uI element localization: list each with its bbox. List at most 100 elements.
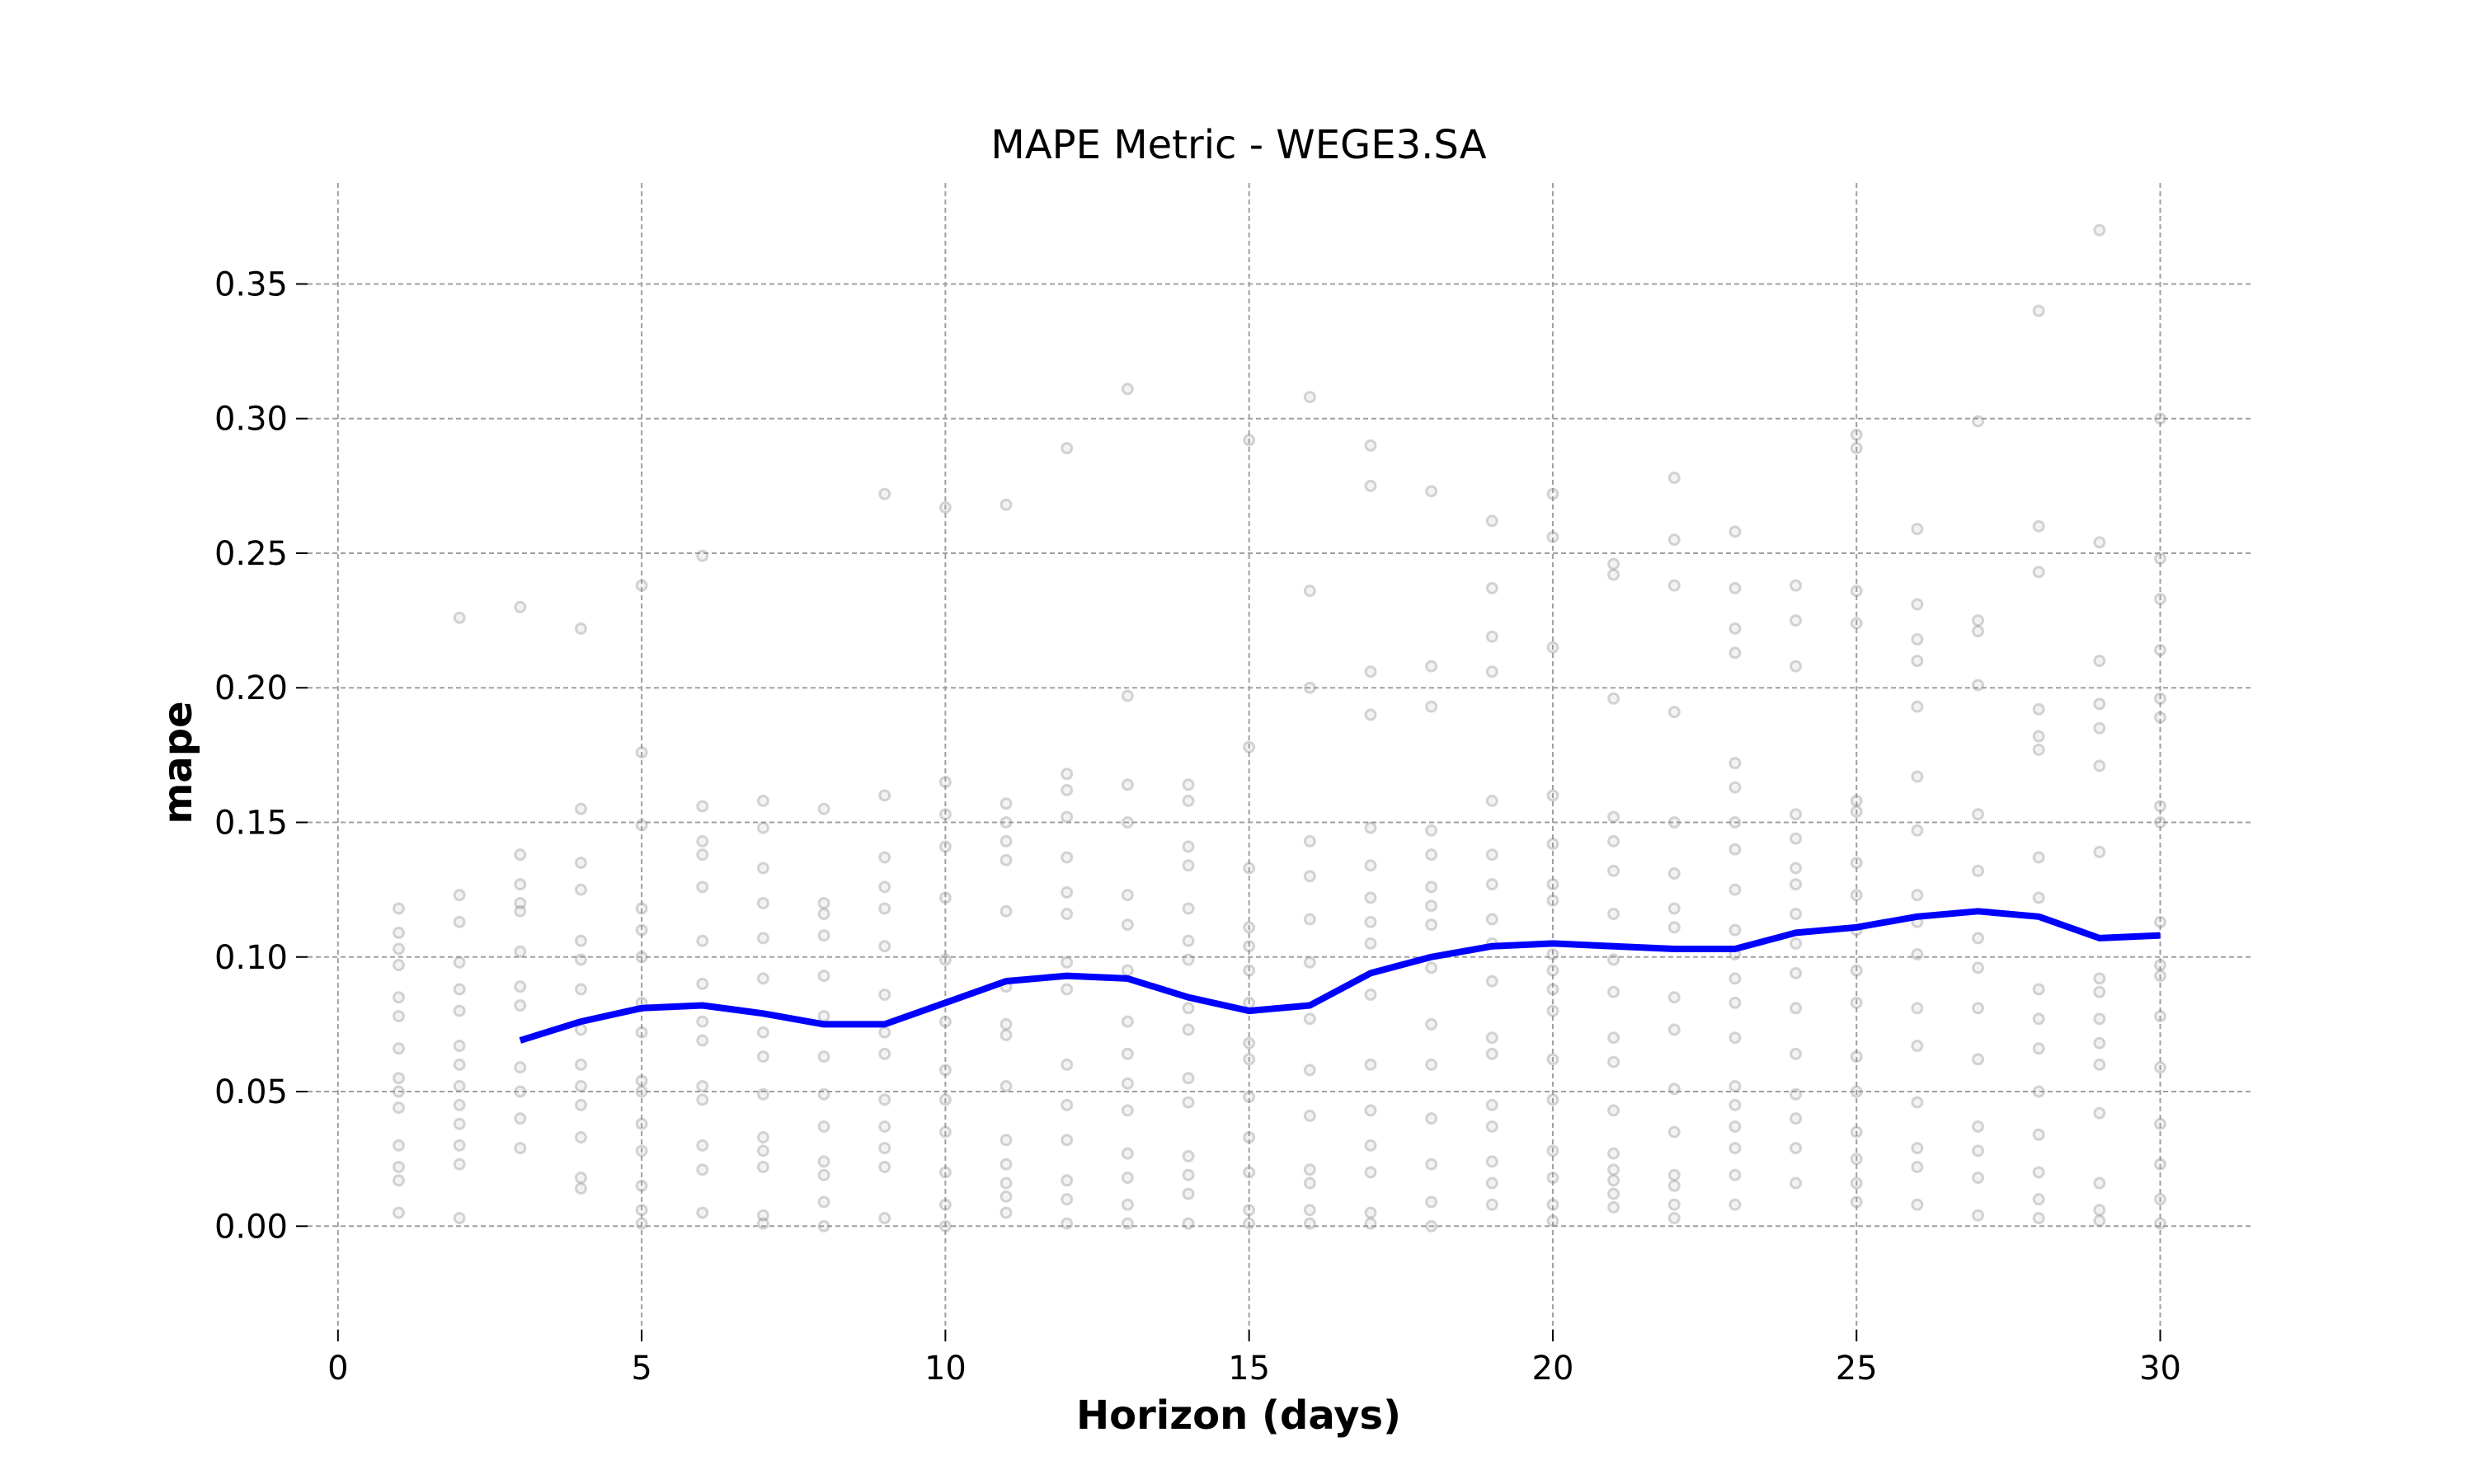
scatter-point (2093, 1106, 2106, 1120)
scatter-point (2154, 1193, 2167, 1206)
scatter-point (1364, 1166, 1377, 1179)
scatter-point (1911, 1002, 1924, 1015)
scatter-point (2154, 592, 2167, 605)
scatter-point (1364, 891, 1377, 904)
scatter-point (1425, 1195, 1438, 1209)
scatter-point (1607, 864, 1620, 877)
scatter-point (1972, 1172, 1985, 1185)
scatter-point (2093, 697, 2106, 711)
scatter-point (1485, 794, 1498, 807)
scatter-point (1425, 485, 1438, 498)
scatter-point (2093, 655, 2106, 668)
scatter-point (453, 611, 466, 624)
scatter-point (1121, 778, 1134, 791)
scatter-point (1061, 983, 1074, 996)
scatter-point (2154, 412, 2167, 425)
y-axis-label: mape (155, 701, 201, 824)
x-tick-label: 30 (2139, 1350, 2181, 1388)
scatter-point (574, 1131, 587, 1144)
scatter-point (878, 902, 891, 915)
scatter-point (2032, 304, 2045, 317)
scatter-point (2032, 730, 2045, 743)
scatter-point (1972, 864, 1985, 877)
scatter-point (1485, 1098, 1498, 1111)
scatter-point (574, 622, 587, 635)
scatter-point (514, 945, 527, 958)
scatter-point (817, 1195, 830, 1209)
scatter-point (1790, 878, 1803, 891)
scatter-point (1729, 581, 1742, 594)
scatter-point (453, 1004, 466, 1017)
scatter-point (1364, 915, 1377, 928)
scatter-point (2093, 845, 2106, 858)
scatter-point (817, 802, 830, 815)
scatter-point (1667, 1198, 1681, 1211)
scatter-point (696, 1139, 709, 1152)
scatter-point (1911, 889, 1924, 902)
scatter-point (938, 808, 952, 821)
scatter-point (1667, 1023, 1681, 1036)
scatter-point (817, 896, 830, 909)
scatter-point (1546, 1004, 1559, 1017)
scatter-point (1364, 1139, 1377, 1152)
scatter-point (1121, 1047, 1134, 1060)
scatter-point (1607, 568, 1620, 581)
scatter-point (817, 929, 830, 942)
scatter-point (756, 1131, 769, 1144)
scatter-point (1182, 953, 1195, 966)
scatter-point (1729, 815, 1742, 829)
scatter-point (1850, 964, 1863, 977)
x-axis-label: Horizon (days) (1076, 1392, 1401, 1439)
x-tick-label: 25 (1836, 1350, 1878, 1388)
scatter-point (1607, 1104, 1620, 1117)
scatter-point (1243, 434, 1256, 447)
scatter-point (1972, 625, 1985, 638)
scatter-point (2032, 1211, 2045, 1224)
x-tick-label: 0 (327, 1350, 348, 1388)
scatter-point (938, 776, 952, 789)
scatter-point (1303, 870, 1316, 883)
scatter-point (1729, 996, 1742, 1009)
y-tick-label: 0.20 (214, 669, 288, 707)
scatter-point (1243, 964, 1256, 977)
scatter-point (2093, 1036, 2106, 1050)
scatter-point (1790, 832, 1803, 845)
scatter-point (635, 819, 648, 832)
scatter-point (1546, 1198, 1559, 1211)
scatter-point (453, 983, 466, 996)
scatter-point (1061, 1174, 1074, 1187)
scatter-point (696, 1206, 709, 1219)
scatter-point (1243, 1091, 1256, 1104)
scatter-point (1850, 1050, 1863, 1064)
scatter-point (1121, 1104, 1134, 1117)
scatter-point (1485, 1047, 1498, 1060)
scatter-point (1243, 862, 1256, 875)
scatter-point (1729, 843, 1742, 856)
scatter-point (2093, 1176, 2106, 1190)
scatter-point (514, 999, 527, 1012)
scatter-point (1425, 700, 1438, 713)
scatter-point (756, 1050, 769, 1064)
scatter-point (1546, 1093, 1559, 1106)
scatter-point (1061, 442, 1074, 455)
scatter-point (1243, 1204, 1256, 1217)
scatter-point (392, 1010, 405, 1023)
scatter-point (2032, 702, 2045, 716)
scatter-point (1546, 964, 1559, 977)
scatter-point (999, 1206, 1013, 1219)
scatter-point (514, 600, 527, 613)
scatter-point (1303, 1217, 1316, 1230)
scatter-point (817, 970, 830, 983)
scatter-point (1546, 641, 1559, 654)
scatter-point (635, 1026, 648, 1039)
scatter-point (1121, 383, 1134, 396)
scatter-point (1425, 881, 1438, 894)
scatter-point (999, 834, 1013, 848)
scatter-point (1425, 660, 1438, 673)
y-tick-label: 0.15 (214, 804, 288, 842)
scatter-point (635, 951, 648, 964)
scatter-point (1546, 983, 1559, 996)
scatter-point (999, 1190, 1013, 1203)
scatter-point (2032, 743, 2045, 756)
scatter-point (1061, 908, 1074, 921)
